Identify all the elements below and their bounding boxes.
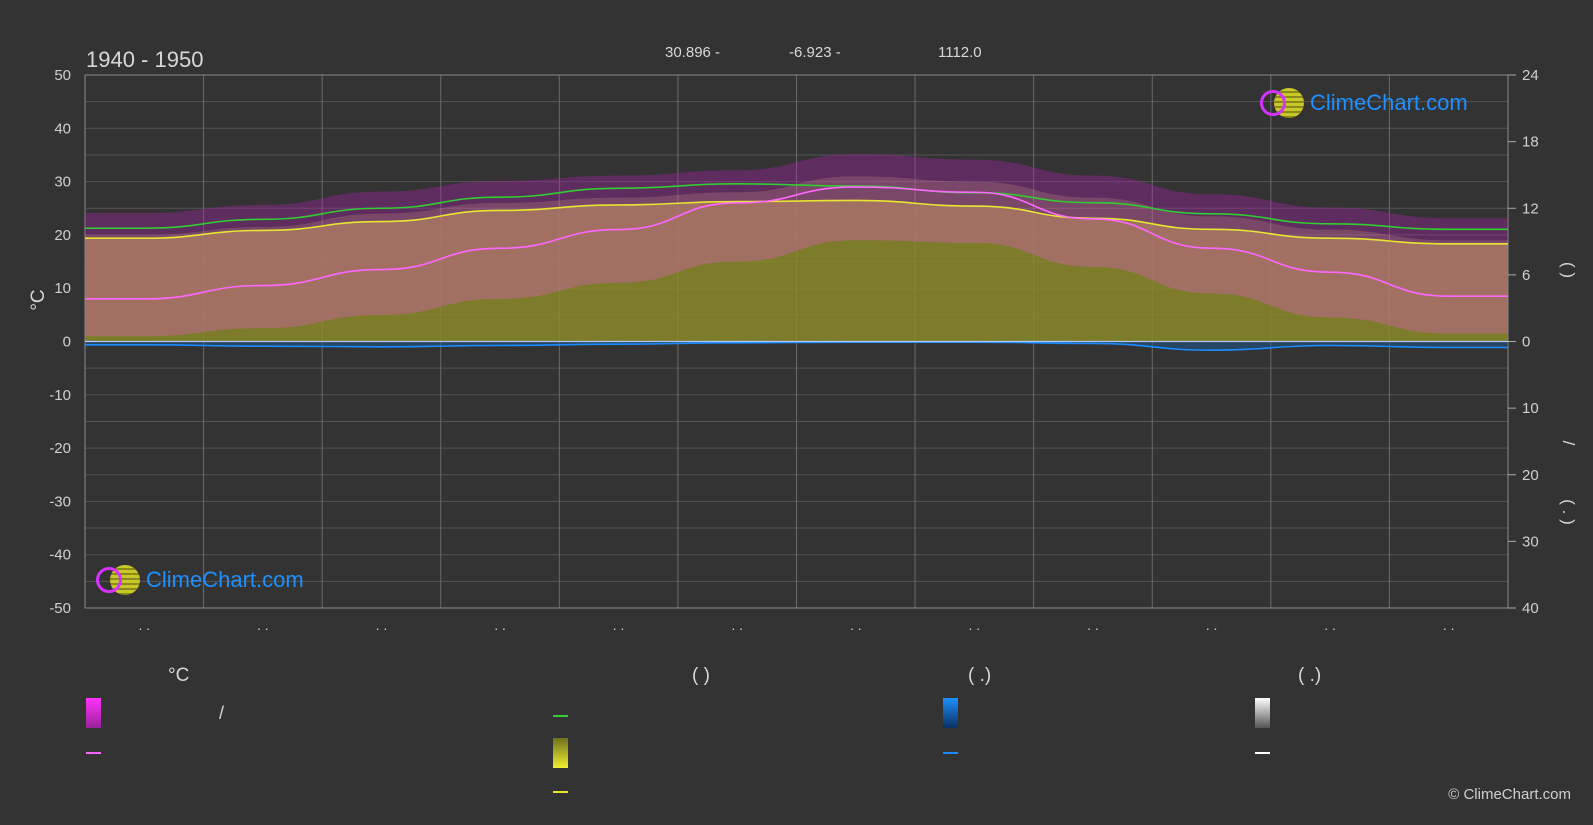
legend-swatch-daylight [553, 715, 568, 717]
lat-label: 30.896 - [665, 44, 720, 61]
left-tick-label: -40 [49, 547, 71, 564]
legend-swatch-snow-line [1255, 752, 1270, 754]
right-tick-label: 10 [1522, 400, 1539, 417]
month-label: . . [613, 617, 625, 633]
right-tick-label: 18 [1522, 134, 1539, 151]
max-temp-band [85, 154, 1508, 241]
left-tick-label: -10 [49, 387, 71, 404]
legend-swatch-max-temp [86, 698, 101, 728]
right-tick-label: 30 [1522, 533, 1539, 550]
logo-ring-icon [1260, 90, 1286, 116]
right-tick-label: 0 [1522, 334, 1530, 351]
legend-temp-head: °C [168, 665, 190, 686]
logo-top[interactable]: ClimeChart.com [1260, 88, 1468, 118]
right-axis-label-lower: / [1559, 441, 1578, 446]
daylight-line [85, 183, 1508, 231]
chart-areas [85, 154, 1508, 351]
rain-line [85, 341, 1508, 351]
month-label: . . [731, 617, 743, 633]
mean-temp-line [85, 186, 1508, 300]
month-label: . . [969, 617, 981, 633]
right-tick-label: 6 [1522, 267, 1530, 284]
legend-swatch-mean-temp [86, 752, 101, 754]
legend-rain-head: ( .) [968, 665, 992, 686]
month-label: . . [850, 617, 862, 633]
logo-bottom[interactable]: ClimeChart.com [96, 565, 304, 595]
lon-label: -6.923 - [789, 44, 841, 61]
legend-temp-range-label: / [219, 703, 225, 723]
left-tick-label: 50 [54, 67, 71, 84]
month-label: . . [1087, 617, 1099, 633]
chart-lines [85, 183, 1508, 351]
left-tick-label: 0 [63, 334, 71, 351]
left-tick-label: 10 [54, 280, 71, 297]
copyright: © ClimeChart.com [1448, 786, 1571, 803]
right-axis-label-lower2: ( . ) [1559, 499, 1578, 525]
sunshine-line [85, 199, 1508, 245]
legend-snow-head: ( .) [1298, 665, 1322, 686]
legend-swatch-sunshine-line [553, 791, 568, 793]
month-label: . . [1443, 617, 1455, 633]
left-axis-unit: °C [28, 289, 49, 310]
left-tick-label: -20 [49, 440, 71, 457]
month-label: . . [138, 617, 150, 633]
elev-label: 1112.0 [938, 44, 982, 61]
rain-area [85, 341, 1508, 351]
legend-swatch-rain-fill [943, 698, 958, 728]
sunshine-area [85, 200, 1508, 342]
left-tick-label: 20 [54, 227, 71, 244]
month-label: . . [376, 617, 388, 633]
left-tick-label: 30 [54, 174, 71, 191]
right-tick-label: 20 [1522, 467, 1539, 484]
left-tick-label: -50 [49, 600, 71, 617]
month-label: . . [1206, 617, 1218, 633]
logo-text: ClimeChart.com [146, 567, 304, 592]
month-label: . . [1324, 617, 1336, 633]
legend-sun-head: ( ) [692, 665, 710, 686]
left-tick-label: -30 [49, 493, 71, 510]
logo-ring-icon [96, 567, 122, 593]
right-tick-label: 40 [1522, 600, 1539, 617]
legend-swatch-sunshine-fill [553, 738, 568, 768]
axes: 50 40 30 20 10 0 -10 -20 -30 -40 -50 24 18 12 6 0 10 20 30… [49, 67, 1538, 633]
legend-swatch-snow-fill [1255, 698, 1270, 728]
logo-text: ClimeChart.com [1310, 90, 1468, 115]
legend-swatch-rain-line [943, 752, 958, 754]
month-label: . . [494, 617, 506, 633]
left-tick-label: 40 [54, 120, 71, 137]
period-title: 1940 - 1950 [86, 47, 203, 72]
right-axis-label-upper: ( ) [1559, 262, 1578, 278]
month-label: . . [257, 617, 269, 633]
right-tick-label: 24 [1522, 67, 1539, 84]
right-tick-label: 12 [1522, 200, 1539, 217]
